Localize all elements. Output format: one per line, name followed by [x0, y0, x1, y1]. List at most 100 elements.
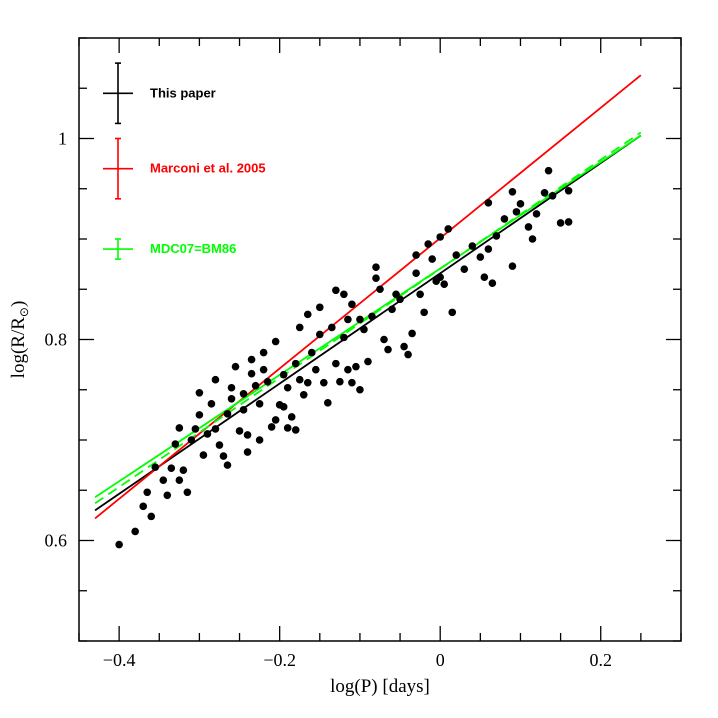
data-point — [187, 436, 196, 444]
data-point — [540, 188, 549, 197]
data-point — [175, 424, 184, 432]
data-point — [484, 199, 493, 207]
x-tick-label: 0.2 — [589, 650, 612, 670]
data-point — [179, 466, 188, 474]
data-point — [436, 233, 445, 241]
data-point — [452, 251, 461, 259]
y-axis-title-main: log(R/R — [8, 317, 29, 379]
data-point — [215, 441, 224, 449]
data-point — [416, 290, 424, 299]
data-point — [175, 476, 184, 485]
y-tick-label: 0.6 — [45, 531, 68, 551]
data-point — [271, 416, 280, 424]
data-point — [340, 290, 348, 299]
data-point — [219, 452, 228, 460]
data-point — [404, 350, 412, 359]
data-point — [195, 411, 204, 419]
data-point — [436, 273, 445, 281]
data-point — [508, 187, 517, 196]
data-point — [324, 399, 332, 407]
data-points — [115, 166, 573, 549]
data-point — [195, 388, 204, 397]
data-point — [480, 273, 489, 281]
data-point — [564, 186, 573, 195]
data-point — [380, 335, 388, 344]
data-point — [484, 245, 493, 253]
y-axis-title-sun-symbol: ⊙ — [17, 307, 31, 317]
data-point — [488, 279, 497, 288]
data-point — [251, 381, 260, 390]
data-point — [356, 385, 364, 394]
data-point — [440, 280, 449, 289]
data-point — [291, 359, 300, 368]
data-point — [279, 370, 288, 379]
data-point — [332, 359, 340, 368]
x-axis-title: log(P) [days] — [330, 676, 430, 697]
data-point — [303, 378, 312, 387]
data-point — [151, 463, 160, 471]
data-point — [295, 323, 304, 332]
fit-line — [94, 74, 642, 520]
data-point — [243, 448, 252, 456]
data-point — [348, 378, 356, 387]
data-point — [400, 342, 408, 351]
data-point — [564, 218, 573, 226]
data-point — [227, 394, 236, 403]
data-point — [143, 488, 152, 497]
data-point — [428, 255, 436, 263]
legend-label: This paper — [150, 85, 216, 100]
data-point — [295, 375, 304, 384]
data-point — [364, 357, 372, 366]
y-tick-label: 0.8 — [45, 330, 68, 350]
data-point — [348, 300, 356, 309]
data-point — [211, 375, 220, 384]
data-point — [340, 333, 348, 342]
legend-label: MDC07=BM86 — [150, 241, 236, 256]
data-point — [372, 263, 380, 271]
data-point — [420, 308, 428, 317]
data-point — [508, 262, 517, 270]
data-point — [448, 308, 457, 317]
data-point — [239, 389, 248, 398]
data-point — [167, 464, 176, 472]
data-point — [336, 377, 344, 386]
data-point — [211, 425, 220, 433]
data-point — [316, 330, 324, 339]
y-tick-label: 1 — [58, 129, 67, 149]
data-point — [360, 325, 368, 334]
legend-label: Marconi et al. 2005 — [150, 161, 266, 176]
data-point — [283, 424, 292, 432]
data-point — [460, 265, 469, 273]
data-point — [171, 440, 180, 448]
data-point — [239, 406, 248, 414]
x-tick-label: −0.4 — [103, 650, 136, 670]
data-point — [291, 426, 300, 434]
data-point — [444, 225, 453, 233]
data-point — [548, 191, 557, 200]
data-point — [528, 235, 537, 243]
data-point — [512, 208, 521, 216]
data-point — [408, 329, 416, 338]
data-point — [243, 431, 252, 439]
data-point — [476, 253, 485, 261]
data-point — [267, 423, 276, 431]
data-point — [131, 527, 139, 536]
data-point — [263, 377, 272, 386]
data-point — [139, 502, 148, 511]
plot-frame — [78, 37, 682, 642]
data-point — [287, 413, 296, 421]
data-point — [388, 305, 396, 314]
data-point — [163, 491, 172, 500]
y-axis-title-close: ) — [8, 301, 29, 307]
data-point — [259, 365, 268, 374]
data-point — [376, 285, 384, 294]
data-point — [279, 403, 288, 411]
fit-line — [94, 131, 642, 505]
data-point — [223, 461, 232, 469]
data-point — [227, 383, 236, 392]
data-point — [412, 251, 420, 259]
data-point — [524, 223, 533, 231]
data-point — [328, 323, 336, 332]
data-point — [372, 274, 380, 282]
